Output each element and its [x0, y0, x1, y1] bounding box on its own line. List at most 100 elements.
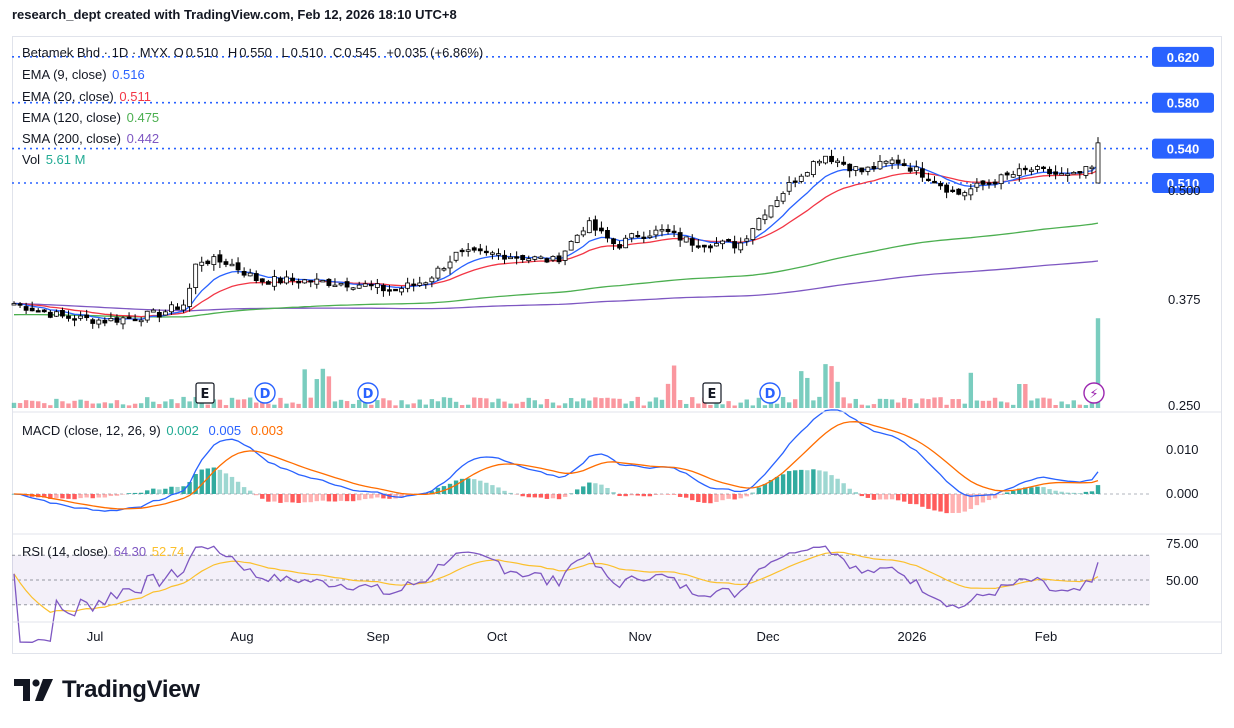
volume-bar	[968, 372, 974, 408]
volume-bar	[1023, 384, 1028, 408]
macd-histogram-bar	[659, 494, 665, 495]
macd-histogram-bar	[120, 494, 126, 495]
ema120-legend[interactable]: EMA (120, close) 0.475	[22, 110, 161, 125]
candle-body	[53, 311, 59, 317]
macd-histogram-bar	[883, 494, 889, 500]
macd-histogram-bar	[744, 494, 749, 497]
time-axis-label: Aug	[230, 629, 253, 644]
candle-body	[901, 163, 907, 167]
macd-histogram-bar	[732, 494, 737, 500]
candle-body	[411, 283, 417, 286]
macd-histogram-bar	[944, 494, 949, 514]
volume-bar	[114, 400, 120, 408]
macd-histogram-bar	[974, 494, 980, 506]
macd-histogram-bar	[593, 483, 598, 494]
candle-body	[405, 282, 411, 289]
candle-body	[259, 278, 265, 283]
candle-body	[647, 235, 653, 238]
price-level-value: 0.580	[1167, 96, 1200, 111]
volume-bar	[768, 399, 774, 408]
volume-bar	[308, 397, 313, 408]
macd-histogram-bar	[581, 486, 586, 494]
macd-histogram-bar	[205, 468, 210, 494]
macd-legend[interactable]: MACD (close, 12, 26, 9) 0.002 0.005 0.00…	[22, 423, 285, 438]
ema20-legend[interactable]: EMA (20, close) 0.511	[22, 89, 153, 104]
volume-bar	[962, 403, 967, 408]
candle-body	[919, 168, 925, 178]
macd-histogram-bar	[465, 478, 471, 494]
volume-bar	[744, 399, 749, 408]
macd-histogram-bar	[169, 486, 174, 494]
macd-histogram-bar	[1083, 491, 1089, 494]
volume-legend[interactable]: Vol 5.61 M	[22, 152, 87, 167]
volume-bar	[908, 399, 913, 408]
volume-bar	[338, 399, 344, 408]
volume-bar	[23, 400, 29, 408]
tradingview-logo[interactable]: TradingView	[14, 676, 200, 704]
ema9-legend[interactable]: EMA (9, close) 0.516	[22, 67, 147, 82]
volume-bar	[229, 397, 235, 408]
sma200-legend[interactable]: SMA (200, close) 0.442	[22, 131, 161, 146]
macd-histogram-bar	[532, 494, 538, 498]
volume-bar	[205, 404, 210, 408]
volume-bar	[1059, 401, 1064, 408]
time-axis-label: Sep	[366, 629, 389, 644]
time-axis-label: 2026	[898, 629, 927, 644]
candle-body	[883, 160, 889, 164]
macd-histogram-bar	[235, 481, 241, 494]
candle-body	[72, 318, 77, 321]
macd-histogram-bar	[1095, 485, 1101, 494]
candle-body	[175, 306, 180, 310]
dividend-marker	[759, 382, 781, 404]
macd-histogram-bar	[350, 494, 356, 502]
chart-frame[interactable]	[12, 36, 1222, 654]
volume-bar	[375, 400, 380, 408]
candle-body	[1041, 166, 1046, 170]
macd-histogram-bar	[708, 494, 713, 504]
volume-bar	[453, 401, 459, 408]
candle-body	[756, 218, 762, 231]
rsi-pane	[12, 545, 1150, 643]
candle-body	[169, 304, 174, 313]
volume-bar	[956, 399, 961, 408]
candle-body	[17, 303, 23, 306]
candle-body	[586, 220, 592, 234]
candle-body	[465, 249, 471, 252]
volume-bar	[986, 400, 992, 408]
macd-histogram-bar	[841, 483, 846, 494]
candle-body	[508, 256, 513, 260]
volume-bar	[393, 405, 398, 408]
high-label: H	[227, 45, 238, 60]
candle-body	[641, 236, 647, 239]
candle-body	[429, 277, 435, 283]
candle-body	[653, 229, 659, 236]
candle-body	[1028, 169, 1034, 172]
volume-bar	[138, 403, 144, 408]
rsi-legend[interactable]: RSI (14, close) 64.30 52.74	[22, 544, 186, 559]
candle-body	[847, 163, 853, 172]
candle-body	[538, 256, 544, 259]
macd-histogram-bar	[314, 494, 319, 502]
candle-body	[447, 261, 453, 269]
volume-bar	[938, 397, 943, 408]
macd-histogram-bar	[677, 494, 683, 497]
volume-bars	[11, 318, 1101, 408]
macd-histogram-bar	[793, 470, 798, 494]
macd-histogram-bar	[962, 494, 967, 512]
macd-histogram-bar	[647, 494, 653, 497]
volume-bar	[998, 401, 1004, 408]
volume-bar	[181, 396, 186, 408]
candle-body	[102, 319, 108, 324]
macd-histogram-bar	[90, 494, 95, 499]
candle-body	[314, 278, 320, 285]
volume-bar	[326, 376, 332, 408]
candle-body	[265, 281, 271, 285]
candle-body	[774, 200, 780, 207]
macd-histogram-bar	[1029, 487, 1034, 494]
candle-body	[187, 287, 193, 307]
macd-histogram-bar	[108, 494, 114, 497]
volume-bar	[665, 383, 671, 408]
candle-body	[617, 244, 622, 249]
macd-histogram-bar	[811, 469, 816, 494]
